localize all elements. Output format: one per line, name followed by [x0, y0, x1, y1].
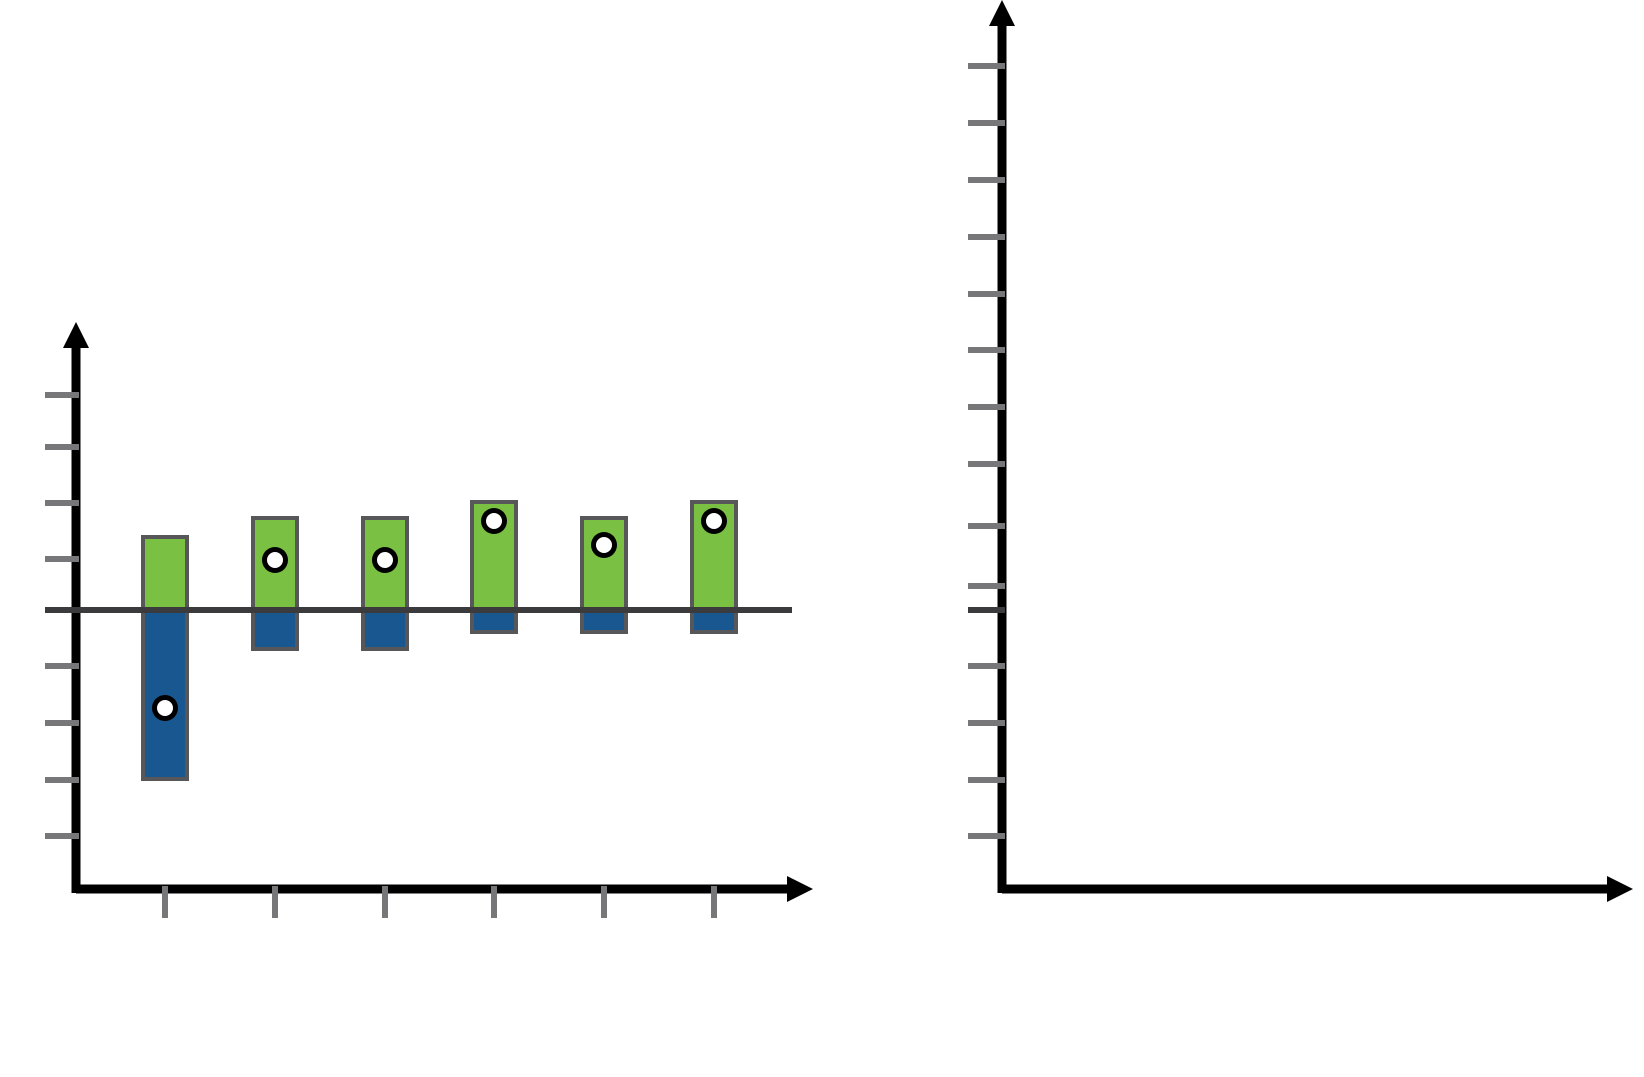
left-x-ticks: [162, 886, 717, 918]
negative-bar[interactable]: [580, 608, 628, 634]
data-marker[interactable]: [377, 552, 393, 568]
right-y-axis-arrow-icon: [989, 0, 1015, 26]
data-marker[interactable]: [157, 700, 173, 716]
right-x-axis-arrow-icon: [1607, 876, 1633, 902]
left-panel: [45, 322, 813, 918]
data-marker[interactable]: [706, 513, 722, 529]
left-bar-group-3[interactable]: [361, 516, 409, 651]
right-panel: [968, 0, 1633, 902]
left-bar-group-6[interactable]: [690, 500, 738, 634]
negative-bar[interactable]: [251, 608, 299, 651]
data-marker[interactable]: [267, 552, 283, 568]
left-bar-group-5[interactable]: [580, 516, 628, 634]
left-bar-group-2[interactable]: [251, 516, 299, 651]
data-marker[interactable]: [486, 513, 502, 529]
left-x-axis-arrow-icon: [787, 876, 813, 902]
left-bar-group-4[interactable]: [470, 500, 518, 634]
negative-bar[interactable]: [361, 608, 409, 651]
left-y-ticks: [45, 392, 79, 839]
negative-bar[interactable]: [470, 608, 518, 634]
right-y-ticks: [968, 63, 1005, 839]
left-y-axis-arrow-icon: [63, 322, 89, 348]
left-bar-group-1[interactable]: [141, 535, 189, 781]
data-marker[interactable]: [596, 537, 612, 553]
positive-bar[interactable]: [141, 535, 189, 612]
negative-bar[interactable]: [141, 608, 189, 781]
positive-bar[interactable]: [580, 516, 628, 612]
negative-bar[interactable]: [690, 608, 738, 634]
